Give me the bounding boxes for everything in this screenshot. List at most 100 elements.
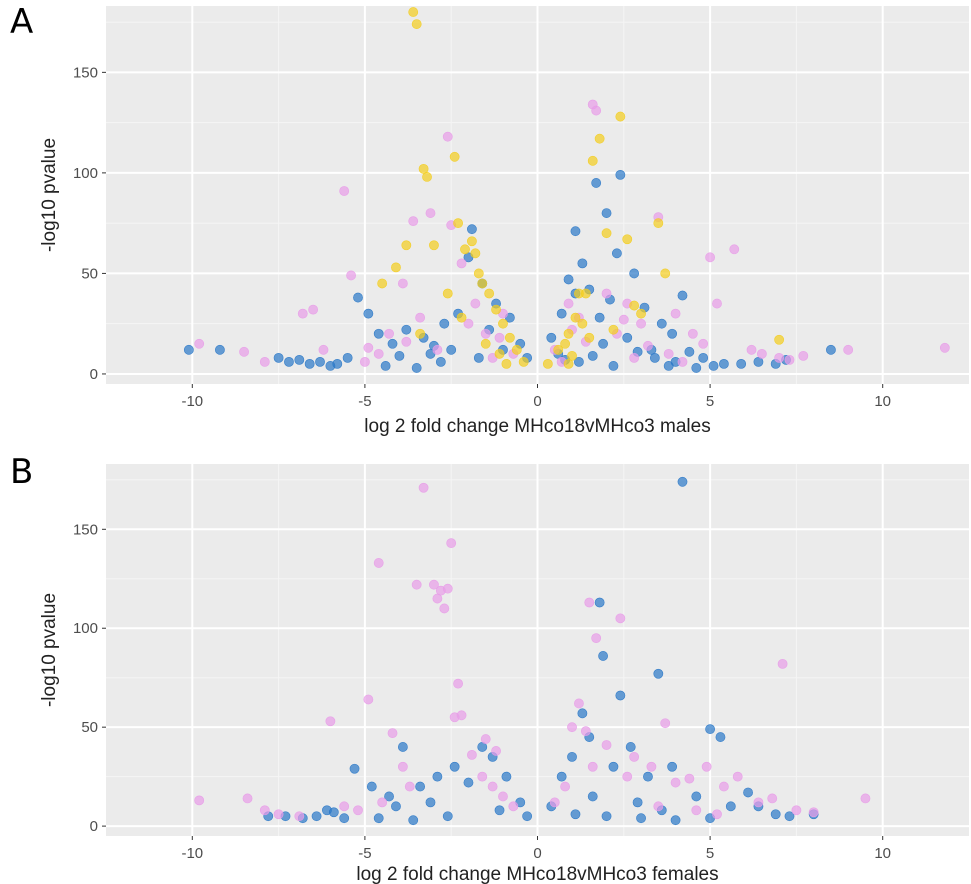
panel-a-point-blue xyxy=(719,358,729,369)
panel-a-point-pink xyxy=(939,342,950,353)
panel-b-point-blue xyxy=(725,801,736,812)
panel-a-point-yellow xyxy=(442,288,453,299)
panel-a-point-yellow xyxy=(553,344,564,355)
panel-a-point-pink xyxy=(408,216,419,227)
panel-a-point-blue xyxy=(363,308,374,319)
panel-a-point-yellow xyxy=(408,7,419,17)
panel-b-point-blue xyxy=(397,742,408,752)
panel-a-point-pink xyxy=(308,304,319,315)
panel-a-point-yellow xyxy=(484,288,495,299)
panel-b-point-blue xyxy=(770,809,781,820)
panel-a-point-blue xyxy=(629,268,640,279)
panel-a-point-yellow xyxy=(415,328,426,339)
panel-b-x-tick-label: -5 xyxy=(358,845,371,862)
panel-b-x-tick-label: 10 xyxy=(874,845,891,862)
panel-a-point-yellow xyxy=(622,234,633,245)
panel-a-point-blue xyxy=(698,352,709,363)
panel-a-point-yellow xyxy=(401,240,412,251)
panel-a-y-axis-title: -log10 pvalue xyxy=(39,138,60,252)
panel-a-point-pink xyxy=(784,354,795,365)
panel-a-point-blue xyxy=(591,178,602,188)
panel-a-point-blue xyxy=(411,363,422,373)
panel-a-y-tick-label: 100 xyxy=(73,165,98,182)
panel-b-point-blue xyxy=(594,597,605,608)
panel-a-point-blue xyxy=(387,338,398,349)
panel-a-y-tick-label: 0 xyxy=(90,366,98,383)
panel-a-point-blue xyxy=(691,363,702,373)
panel-b-point-pink xyxy=(767,793,778,804)
panel-a-point-blue xyxy=(546,332,557,343)
panel-a-point-pink xyxy=(432,344,443,355)
panel-b-point-pink xyxy=(339,801,350,812)
panel-b-point-pink xyxy=(498,791,508,802)
panel-a-point-pink xyxy=(470,298,481,309)
panel-a-point-blue xyxy=(353,292,363,303)
panel-b-point-blue xyxy=(601,811,612,822)
panel-a-x-axis-title: log 2 fold change MHco18vMHco3 males xyxy=(364,416,710,437)
panel-a-point-yellow xyxy=(577,318,588,329)
panel-b-point-blue xyxy=(373,813,384,824)
panel-b-point-pink xyxy=(691,805,702,816)
panel-a-point-pink xyxy=(843,344,854,355)
panel-a-point-pink xyxy=(401,336,412,347)
panel-b-point-blue xyxy=(339,813,350,824)
panel-a-point-pink xyxy=(643,340,653,351)
panel-b-point-pink xyxy=(404,781,415,792)
panel-a-point-pink xyxy=(297,308,308,319)
panel-b-point-blue xyxy=(625,742,636,752)
panel-letter-a: A xyxy=(10,2,34,42)
panel-b-x-tick-label: 0 xyxy=(533,845,541,862)
panel-b-point-blue xyxy=(556,771,567,782)
panel-b-point-pink xyxy=(411,579,422,590)
panel-a-point-pink xyxy=(494,332,505,343)
panel-a-point-yellow xyxy=(498,318,508,329)
panel-a-point-blue xyxy=(611,248,622,259)
panel-a-point-pink xyxy=(618,314,629,325)
panel-b-point-blue xyxy=(311,811,322,822)
panel-b-point-blue xyxy=(670,815,681,826)
panel-b-point-pink xyxy=(860,793,871,804)
panel-b-point-pink xyxy=(487,781,498,792)
panel-a-point-blue xyxy=(446,344,457,355)
panel-a-point-pink xyxy=(239,346,249,357)
panel-b-point-blue xyxy=(567,751,577,762)
panel-a-point-yellow xyxy=(377,278,388,289)
panel-a-point-pink xyxy=(591,105,602,116)
panel-b-point-blue xyxy=(322,805,332,816)
panel-a-point-blue xyxy=(473,352,484,363)
panel-a-point-blue xyxy=(401,324,412,335)
panel-a-point-blue xyxy=(435,356,446,367)
panel-b-point-blue xyxy=(653,668,664,679)
panel-a-point-blue xyxy=(215,344,225,355)
panel-b-point-blue xyxy=(449,761,460,772)
panel-b-point-blue xyxy=(691,791,702,802)
panel-b-point-blue xyxy=(432,771,443,782)
panel-b-x-tick-label: 5 xyxy=(706,845,714,862)
panel-b-point-blue xyxy=(743,787,753,798)
panel-b-point-blue xyxy=(366,781,377,792)
panel-b-point-pink xyxy=(701,761,712,772)
panel-a-point-pink xyxy=(663,348,674,359)
panel-a-point-blue xyxy=(677,290,688,301)
panel-a-point-blue xyxy=(587,350,598,361)
panel-b-point-blue xyxy=(408,815,419,826)
panel-b-point-pink xyxy=(580,726,591,737)
panel-a-point-pink xyxy=(563,298,574,309)
panel-b-point-pink xyxy=(325,716,336,727)
panel-a-point-yellow xyxy=(511,344,522,355)
panel-b-point-pink xyxy=(456,710,467,721)
panel-b-point-pink xyxy=(480,734,491,744)
panel-b-point-blue xyxy=(667,761,678,772)
panel-b-point-pink xyxy=(653,801,664,812)
panel-a-point-yellow xyxy=(422,172,432,182)
panel-a-point-pink xyxy=(480,328,491,339)
panel-a-point-pink xyxy=(318,344,329,355)
panel-b-point-pink xyxy=(560,781,571,792)
panel-a-point-yellow xyxy=(429,240,439,251)
panel-a-point-pink xyxy=(698,338,709,349)
panel-a-point-pink xyxy=(339,186,350,196)
panel-b-point-pink xyxy=(791,805,802,816)
panel-b-point-blue xyxy=(643,771,653,782)
panel-a-point-blue xyxy=(394,350,405,361)
panel-a-point-yellow xyxy=(542,358,553,369)
